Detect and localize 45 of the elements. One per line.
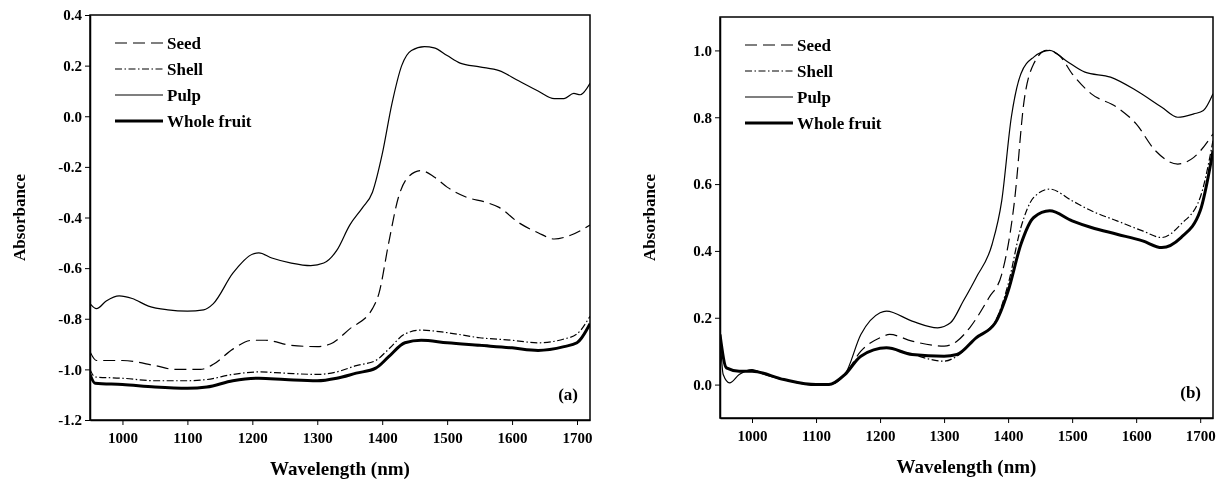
y-tick-label: 0.0 [63,108,82,125]
legend-label: Shell [167,60,204,79]
y-tick-label: -1.0 [58,361,82,378]
legend-label: Whole fruit [167,112,252,131]
x-tick-label: 1500 [432,430,463,446]
legend-label: Seed [797,36,832,55]
x-tick-label: 1700 [1185,428,1216,444]
legend-label: Pulp [167,86,202,105]
y-axis-title: Absorbance [10,173,29,261]
y-tick-label: 1.0 [693,42,712,59]
x-tick-label: 1400 [993,428,1024,444]
y-tick-label: 0.4 [693,243,713,260]
annotation: (a) [558,385,578,404]
legend-label: Whole fruit [797,114,882,133]
x-tick-label: 1000 [737,428,768,444]
x-tick-label: 1400 [367,430,398,446]
legend-label: Pulp [797,88,832,107]
x-tick-label: 1200 [237,430,268,446]
y-axis-title: Absorbance [640,173,659,261]
y-tick-label: 0.4 [63,7,83,24]
x-tick-label: 1000 [107,430,138,446]
x-tick-label: 1600 [1121,428,1152,444]
x-axis-title: Wavelength (nm) [270,458,410,480]
x-tick-label: 1300 [929,428,960,444]
annotation: (b) [1180,383,1201,402]
y-tick-label: 0.2 [693,310,712,327]
y-tick-label: -0.4 [58,209,83,226]
x-tick-label: 1700 [562,430,593,446]
x-tick-label: 1300 [302,430,333,446]
y-tick-label: 0.0 [693,376,712,393]
y-tick-label: 0.2 [63,57,82,74]
x-tick-label: 1100 [173,430,203,446]
y-tick-label: -0.6 [58,260,83,277]
y-tick-label: 0.6 [693,176,713,193]
x-axis-title: Wavelength (nm) [896,456,1037,478]
x-tick-label: 1500 [1057,428,1088,444]
legend-label: Shell [797,62,834,81]
x-tick-label: 1600 [497,430,528,446]
legend-label: Seed [167,34,202,53]
x-tick-label: 1100 [801,428,832,444]
y-tick-label: 0.8 [693,109,712,126]
x-tick-label: 1200 [865,428,896,444]
y-tick-label: -0.2 [58,159,82,176]
y-tick-label: -0.8 [58,311,82,328]
y-tick-label: -1.2 [58,412,82,429]
